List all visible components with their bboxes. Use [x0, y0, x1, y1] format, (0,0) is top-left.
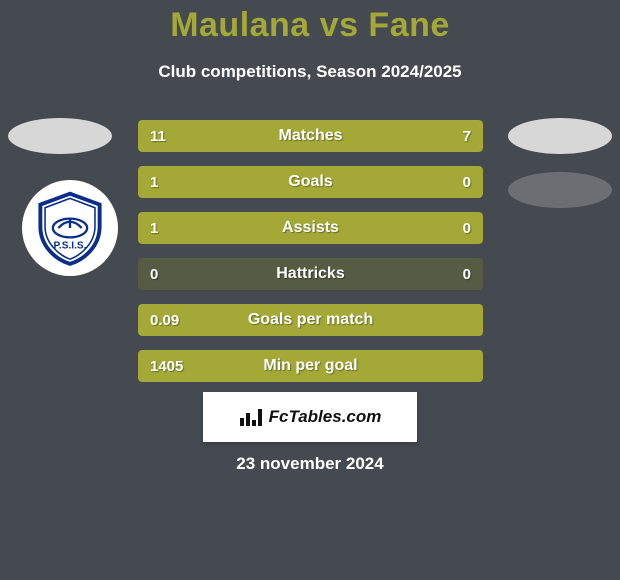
stat-bar-right-value: 0	[463, 166, 471, 198]
infographic-date: 23 november 2024	[0, 454, 620, 474]
infographic-canvas: Maulana vs Fane Club competitions, Seaso…	[0, 0, 620, 580]
psis-shield-icon: P.S.I.S.	[31, 189, 109, 267]
player-right-avatar-placeholder	[508, 118, 612, 154]
stat-bar-left-value: 1	[150, 212, 158, 244]
stat-bar-left-value: 1	[150, 166, 158, 198]
brand-text: FcTables.com	[269, 407, 382, 427]
stat-bar-right-value: 7	[463, 120, 471, 152]
stat-bar: Assists1 0	[138, 212, 483, 244]
stat-bar-left-value: 1405	[150, 350, 183, 382]
stat-bar-left-value: 11	[150, 120, 166, 152]
bar-chart-icon	[239, 407, 263, 427]
stat-bar: Goals1 0	[138, 166, 483, 198]
club-left-badge: P.S.I.S.	[22, 180, 118, 276]
stat-bar-left-value: 0.09	[150, 304, 179, 336]
stat-bar-label: Min per goal	[138, 350, 483, 382]
stat-bar-label: Goals per match	[138, 304, 483, 336]
stat-bar: Matches11 7	[138, 120, 483, 152]
svg-text:P.S.I.S.: P.S.I.S.	[53, 240, 86, 251]
player-left-avatar-placeholder	[8, 118, 112, 154]
stat-bar-label: Assists	[138, 212, 483, 244]
stat-bar: Hattricks0 0	[138, 258, 483, 290]
stat-bar: Min per goal1405	[138, 350, 483, 382]
club-right-badge-placeholder	[508, 172, 612, 208]
stat-bar-label: Hattricks	[138, 258, 483, 290]
comparison-bars: Matches117Goals10Assists10Hattricks00Goa…	[138, 120, 483, 396]
stat-bar-right-value: 0	[463, 258, 471, 290]
stat-bar-left-value: 0	[150, 258, 158, 290]
stat-bar-label: Goals	[138, 166, 483, 198]
stat-bar-right-value: 0	[463, 212, 471, 244]
page-subtitle: Club competitions, Season 2024/2025	[0, 62, 620, 82]
stat-bar-label: Matches	[138, 120, 483, 152]
brand-badge: FcTables.com	[203, 392, 417, 442]
page-title: Maulana vs Fane	[0, 6, 620, 45]
stat-bar: Goals per match0.09	[138, 304, 483, 336]
